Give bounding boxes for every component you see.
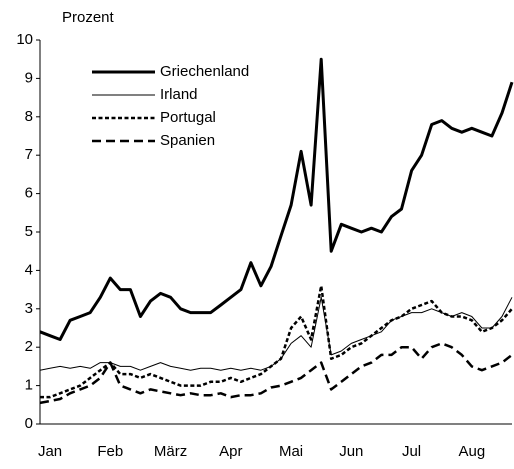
y-tick-label: 8 [25,108,33,125]
x-tick-label: Jul [402,443,421,460]
y-tick-label: 6 [25,185,33,202]
y-tick-label: 5 [25,223,33,240]
y-tick-label: 0 [25,415,33,432]
y-tick-label: 10 [16,31,33,48]
y-tick-label: 3 [25,300,33,317]
series-line [39,296,513,371]
series-line [40,284,513,399]
legend-label: Portugal [160,109,216,126]
y-tick-label: 1 [25,377,33,394]
y-tick-label: 2 [25,338,33,355]
x-tick-label: März [154,443,187,460]
series-line [39,342,513,405]
y-tick-label: 7 [25,146,33,163]
legend-label: Irland [160,86,198,103]
legend-label: Spanien [160,132,215,149]
x-tick-label: Feb [97,443,123,460]
y-tick-label: 9 [25,69,33,86]
x-tick-label: Jun [339,443,363,460]
legend-label: Griechenland [160,63,249,80]
series-line [39,57,514,341]
x-tick-label: Aug [458,443,485,460]
x-tick-label: Apr [219,443,242,460]
y-axis-label: Prozent [62,9,115,26]
y-tick-label: 4 [25,261,33,278]
x-tick-label: Mai [279,443,303,460]
x-tick-label: Jan [38,443,62,460]
